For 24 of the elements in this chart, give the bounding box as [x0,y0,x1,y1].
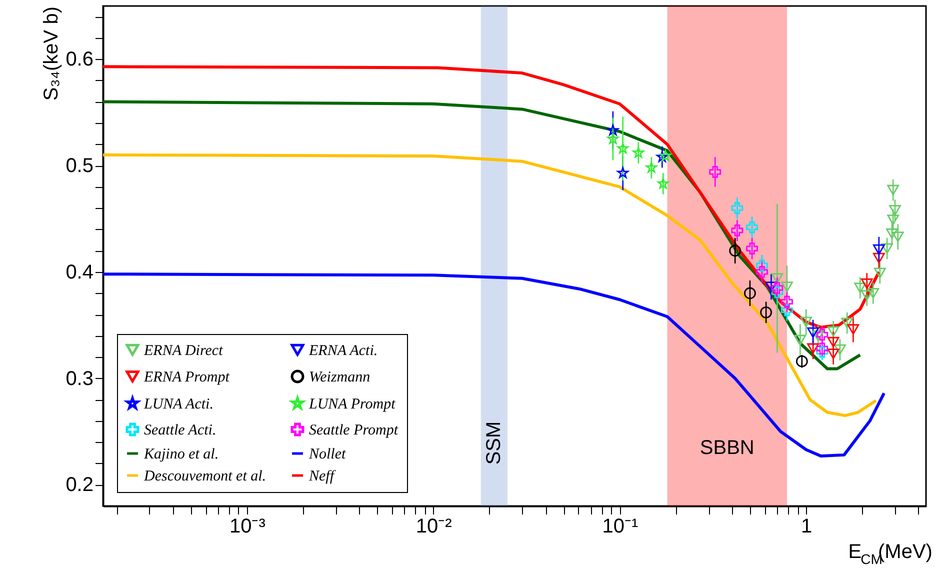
legend-label: Nollet [308,446,346,462]
y-tick-label: 0.3 [66,368,94,390]
band-label: SSM [483,421,506,465]
band-label: SBBN [700,437,754,459]
legend-label: Weizmann [309,370,370,386]
legend-label: LUNA Acti. [143,396,214,412]
legend-label: Seattle Acti. [144,422,216,438]
legend-label: ERNA Acti. [308,342,378,359]
y-tick-label: 0.2 [66,474,94,496]
legend-label: Seattle Prompt [309,422,399,438]
y-tick-label: 0.4 [66,261,94,284]
legend-label: Descouvemont et al. [143,468,266,484]
legend-label: ERNA Direct [143,342,224,359]
y-tick-label: 0.5 [66,155,94,178]
x-tick-label: 10⁻³ [229,516,266,538]
y-tick-label: 0.6 [66,48,94,71]
x-tick-label: 10⁻¹ [602,516,638,538]
y-axis-title: S₃₄(keV b) [40,6,63,101]
legend-label: ERNA Prompt [143,370,230,386]
legend-label: LUNA Prompt [308,396,396,412]
legend-label: Neff [308,468,336,484]
legend-label: Kajino et al. [143,446,219,462]
x-tick-label: 1 [801,516,812,538]
x-tick-label: 10⁻² [416,516,452,538]
